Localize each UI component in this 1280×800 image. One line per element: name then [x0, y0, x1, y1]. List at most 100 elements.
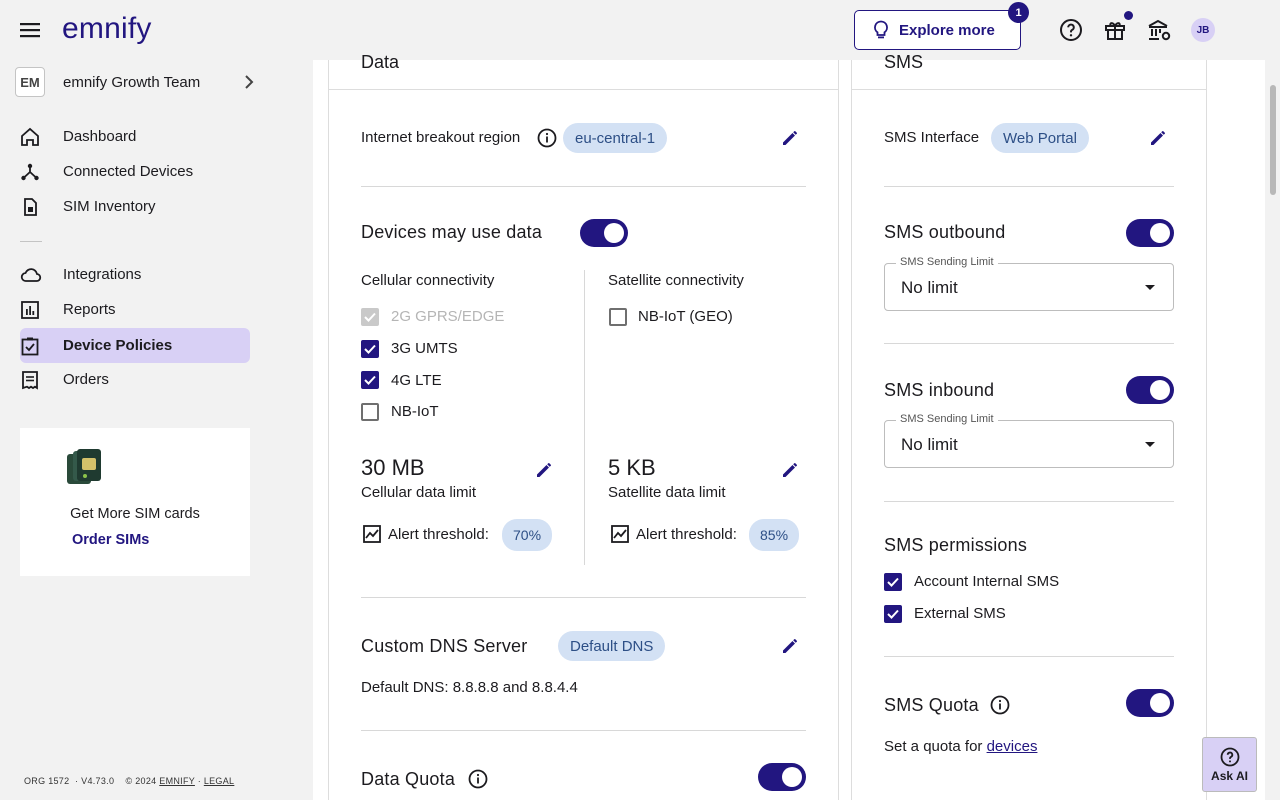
ask-ai-button[interactable]: Ask AI	[1202, 737, 1257, 792]
info-icon[interactable]	[537, 128, 557, 148]
sidebar-item-label: SIM Inventory	[63, 198, 156, 215]
caret-down-icon	[1145, 442, 1155, 447]
checkbox-2g	[361, 308, 379, 326]
devices-use-data-toggle[interactable]	[580, 219, 628, 247]
sms-quota-title: SMS Quota	[884, 695, 979, 715]
checkbox-nb-iot[interactable]	[361, 403, 379, 421]
sidebar: EM emnify Growth Team Dashboard Connecte…	[0, 60, 270, 800]
sms-quota-description: Set a quota for	[884, 738, 983, 755]
data-quota-toggle[interactable]	[758, 763, 806, 791]
explore-more-button[interactable]: Explore more	[854, 10, 1021, 50]
sms-outbound-toggle[interactable]	[1126, 219, 1174, 247]
logo[interactable]: emnify	[62, 12, 152, 45]
data-panel-title: Data	[361, 52, 400, 72]
edit-pencil-icon[interactable]	[1149, 129, 1167, 147]
checkbox-label-nb-iot-geo: NB-IoT (GEO)	[638, 308, 733, 325]
devices-use-data-title: Devices may use data	[361, 222, 543, 242]
info-icon[interactable]	[468, 769, 488, 789]
cloud-icon	[20, 265, 42, 285]
checkbox-account-internal-sms[interactable]	[884, 573, 902, 591]
checkbox-label-external-sms: External SMS	[914, 605, 1006, 622]
sim-icon	[20, 197, 40, 217]
edit-pencil-icon[interactable]	[781, 129, 799, 147]
sidebar-item-label: Dashboard	[63, 128, 137, 145]
sidebar-item-reports[interactable]: Reports	[20, 292, 250, 327]
satellite-alert-chip: 85%	[749, 519, 800, 551]
sms-outbound-title: SMS outbound	[884, 222, 1006, 242]
sms-panel-header: SMS	[852, 52, 1206, 90]
sim-cards-image	[65, 448, 103, 486]
cellular-alert-label: Alert threshold:	[388, 526, 489, 543]
promo-card: Get More SIM cards Order SIMs	[20, 428, 250, 576]
question-icon	[1220, 747, 1240, 767]
divider	[884, 656, 1174, 657]
sms-inbound-toggle[interactable]	[1126, 376, 1174, 404]
checkbox-label-nb-iot: NB-IoT	[391, 403, 439, 420]
footer-legal-link[interactable]: LEGAL	[203, 776, 235, 786]
footer: ORG 1572 · V4.73.0 © 2024 EMNIFY · LEGAL	[24, 776, 235, 786]
sms-inbound-limit-select[interactable]: SMS Sending Limit No limit	[884, 413, 1174, 468]
edit-pencil-icon[interactable]	[535, 461, 553, 479]
sidebar-item-orders[interactable]: Orders	[20, 362, 250, 397]
avatar[interactable]: JB	[1191, 18, 1215, 42]
sms-permissions-title: SMS permissions	[884, 535, 1028, 555]
satellite-alert-label: Alert threshold:	[636, 526, 737, 543]
footer-emnify-link[interactable]: EMNIFY	[159, 776, 195, 786]
sidebar-item-sim-inventory[interactable]: SIM Inventory	[20, 189, 250, 224]
devices-link[interactable]: devices	[986, 738, 1038, 755]
dns-title: Custom DNS Server	[361, 636, 528, 656]
promo-text: Get More SIM cards	[70, 506, 200, 522]
checkbox-label-account-internal-sms: Account Internal SMS	[914, 573, 1060, 590]
sms-panel: SMS SMS Interface Web Portal SMS outboun…	[851, 52, 1207, 800]
divider	[361, 597, 806, 598]
sms-panel-title: SMS	[884, 52, 924, 72]
notification-badge: 1	[1008, 2, 1029, 23]
edit-pencil-icon[interactable]	[781, 637, 799, 655]
account-settings-icon[interactable]	[1147, 18, 1171, 42]
scrollbar-track[interactable]	[1265, 60, 1280, 800]
checkbox-external-sms[interactable]	[884, 605, 902, 623]
explore-more-label: Explore more	[899, 21, 995, 39]
cellular-limit-value: 30 MB	[361, 455, 425, 480]
satellite-limit-label: Satellite data limit	[608, 484, 726, 501]
checkbox-nb-iot-geo[interactable]	[609, 308, 627, 326]
divider	[361, 186, 806, 187]
sms-quota-text: Set a quota for devices	[884, 738, 1037, 755]
sidebar-item-integrations[interactable]: Integrations	[20, 257, 250, 292]
org-switcher[interactable]: EM emnify Growth Team	[15, 66, 255, 98]
reports-icon	[20, 300, 40, 320]
data-panel: Data Internet breakout region eu-central…	[328, 52, 839, 800]
gift-icon[interactable]	[1103, 18, 1127, 42]
scrollbar-thumb[interactable]	[1270, 85, 1276, 195]
sidebar-item-device-policies[interactable]: Device Policies	[20, 328, 250, 363]
sidebar-divider	[20, 241, 42, 242]
checkbox-3g[interactable]	[361, 340, 379, 358]
satellite-limit-value: 5 KB	[608, 455, 656, 480]
org-initials: EM	[15, 67, 45, 97]
checkbox-label-3g: 3G UMTS	[391, 340, 458, 357]
dns-chip: Default DNS	[558, 631, 666, 661]
menu-icon[interactable]	[17, 17, 43, 43]
checkbox-4g[interactable]	[361, 371, 379, 389]
info-icon[interactable]	[990, 695, 1010, 715]
sidebar-item-label: Connected Devices	[63, 163, 194, 180]
sidebar-item-connected-devices[interactable]: Connected Devices	[20, 154, 250, 189]
help-icon[interactable]	[1059, 18, 1083, 42]
edit-pencil-icon[interactable]	[781, 461, 799, 479]
footer-org: ORG 1572	[24, 776, 70, 786]
sidebar-item-dashboard[interactable]: Dashboard	[20, 119, 250, 154]
order-sims-link[interactable]: Order SIMs	[72, 532, 150, 548]
cellular-limit-label: Cellular data limit	[361, 484, 477, 501]
sidebar-item-label: Reports	[63, 301, 116, 318]
sms-quota-toggle[interactable]	[1126, 689, 1174, 717]
divider	[884, 343, 1174, 344]
org-name: emnify Growth Team	[63, 73, 201, 91]
cellular-connectivity-title: Cellular connectivity	[361, 272, 495, 289]
chart-icon	[610, 524, 630, 544]
sidebar-item-label: Device Policies	[63, 337, 173, 354]
lightbulb-icon	[873, 20, 889, 40]
sms-interface-chip: Web Portal	[991, 123, 1089, 153]
sms-inbound-title: SMS inbound	[884, 380, 995, 400]
sms-outbound-limit-select[interactable]: SMS Sending Limit No limit	[884, 256, 1174, 311]
breakout-region-chip: eu-central-1	[563, 123, 668, 153]
